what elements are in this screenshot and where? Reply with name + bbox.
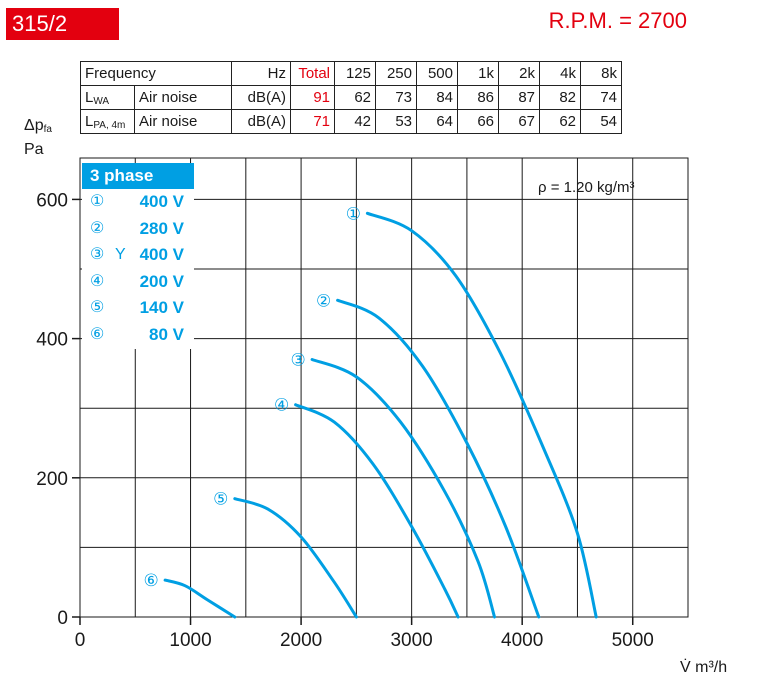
curve-marker-icon: ⑥ [90, 325, 105, 343]
curve-marker-icon: ③ [90, 246, 105, 264]
header-8k: 8k [580, 61, 622, 86]
y-tick-label: 600 [36, 190, 68, 211]
series-label-4: ④ [274, 396, 289, 416]
legend-item: ③ Y 400 V [82, 242, 194, 269]
x-tick-label: 2000 [280, 630, 322, 651]
y-tick-label: 0 [57, 608, 68, 629]
row-value: 67 [498, 109, 540, 134]
table-row-lwa: LWA Air noise dB(A) 91 62 73 84 86 87 82… [80, 85, 622, 110]
model-badge: 315/2 [6, 8, 119, 40]
y-axis-label: Δpfa Pa [24, 117, 52, 158]
row-name: Air noise [134, 109, 232, 134]
x-tick-label: 3000 [390, 630, 432, 651]
rpm-label: R.P.M. = 2700 [548, 8, 687, 33]
header-hz: Hz [231, 61, 291, 86]
series-label-6: ⑥ [143, 571, 158, 591]
x-tick-label: 4000 [501, 630, 543, 651]
row-total: 91 [290, 85, 335, 110]
x-tick-label: 0 [75, 630, 86, 651]
row-value: 53 [375, 109, 417, 134]
header-frequency: Frequency [80, 61, 232, 86]
density-label: ρ = 1.20 kg/m³ [538, 179, 635, 196]
header-4k: 4k [539, 61, 581, 86]
curve-marker-icon: ④ [90, 272, 105, 290]
legend-voltage: 80 V [149, 324, 184, 344]
legend-item: ⑤ 140 V [82, 295, 194, 322]
series-label-3: ③ [291, 350, 306, 370]
legend-item: ② 280 V [82, 216, 194, 243]
series-line-1 [365, 211, 598, 619]
series-label-1: ① [346, 204, 361, 224]
series-label-5: ⑤ [213, 490, 228, 510]
row-symbol: LPA, 4m [80, 109, 135, 134]
legend-item: ④ 200 V [82, 269, 194, 296]
curve-marker-icon: ⑤ [90, 299, 105, 317]
legend-voltage: 280 V [139, 218, 184, 238]
legend-voltage: 400 V [139, 245, 184, 265]
series-line-3 [310, 358, 496, 619]
legend-item: ⑥ 80 V [82, 322, 194, 349]
legend-item: ① 400 V [82, 189, 194, 216]
row-value: 64 [416, 109, 458, 134]
row-symbol: LWA [80, 85, 135, 110]
plot-frame [79, 157, 689, 618]
series-line-4 [294, 403, 460, 619]
series-label-2: ② [316, 291, 331, 311]
legend-voltage: 400 V [139, 192, 184, 211]
noise-table: Frequency Hz Total 125 250 500 1k 2k 4k … [80, 61, 622, 134]
x-axis-label: V̇ m³/h [680, 658, 727, 676]
y-tick-label: 400 [36, 330, 68, 351]
legend-voltage: 200 V [139, 271, 184, 291]
chart-ticks: 0 200 400 600 0 1000 2000 3000 4000 5000 [36, 190, 654, 651]
series-line-2 [336, 298, 541, 619]
header-125: 125 [334, 61, 376, 86]
row-value: 42 [334, 109, 376, 134]
legend-voltage: 140 V [139, 298, 184, 318]
curve-marker-icon: ② [90, 219, 105, 237]
series-line-6 [163, 578, 237, 619]
row-value: 54 [580, 109, 622, 134]
x-tick-label: 1000 [169, 630, 211, 651]
legend-title: 3 phase [82, 163, 194, 189]
x-tick-label: 5000 [612, 630, 654, 651]
row-value: 73 [375, 85, 417, 110]
chart-curves: ① ② ③ ④ ⑤ ⑥ [143, 204, 598, 619]
row-value: 74 [580, 85, 622, 110]
row-unit: dB(A) [231, 109, 291, 134]
series-line-5 [233, 497, 358, 619]
curve-marker-icon: ① [90, 193, 105, 210]
row-unit: dB(A) [231, 85, 291, 110]
header-2k: 2k [498, 61, 540, 86]
header-500: 500 [416, 61, 458, 86]
wye-connection-label: Y [115, 246, 126, 264]
table-row-lpa: LPA, 4m Air noise dB(A) 71 42 53 64 66 6… [80, 109, 622, 134]
voltage-legend: 3 phase ① 400 V ② 280 V ③ Y 400 V ④ 200 V ⑤ 14… [82, 163, 194, 349]
y-tick-label: 200 [36, 469, 68, 490]
row-value: 62 [334, 85, 376, 110]
row-value: 87 [498, 85, 540, 110]
table-header-row: Frequency Hz Total 125 250 500 1k 2k 4k … [80, 61, 622, 86]
